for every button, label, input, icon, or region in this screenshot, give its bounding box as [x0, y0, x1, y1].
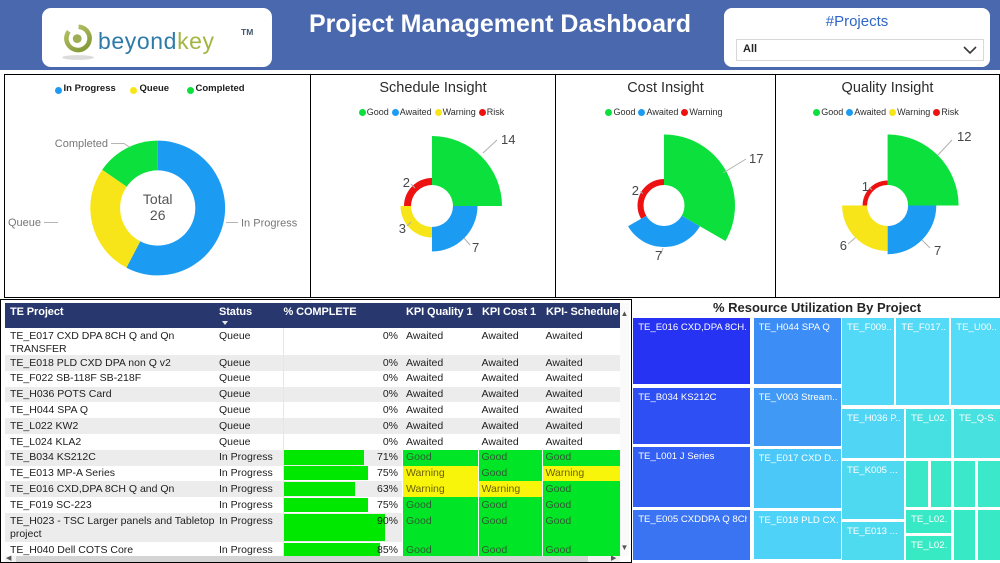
svg-text:14: 14: [501, 132, 515, 147]
svg-text:7: 7: [472, 240, 479, 255]
svg-text:Total: Total: [143, 191, 173, 207]
svg-text:12: 12: [957, 129, 971, 144]
svg-text:3: 3: [399, 221, 406, 236]
svg-text:26: 26: [150, 207, 166, 223]
svg-text:2: 2: [632, 183, 639, 198]
svg-text:7: 7: [934, 243, 941, 258]
svg-text:Queue: Queue: [8, 217, 41, 229]
svg-text:7: 7: [655, 248, 662, 263]
svg-text:Completed: Completed: [55, 138, 108, 150]
svg-text:2: 2: [403, 175, 410, 190]
svg-text:6: 6: [840, 238, 847, 253]
svg-text:beyondkey: beyondkey: [98, 28, 215, 54]
svg-text:17: 17: [749, 151, 763, 166]
svg-text:1: 1: [862, 179, 869, 194]
svg-text:In Progress: In Progress: [241, 218, 298, 230]
svg-text:TM: TM: [241, 27, 253, 37]
